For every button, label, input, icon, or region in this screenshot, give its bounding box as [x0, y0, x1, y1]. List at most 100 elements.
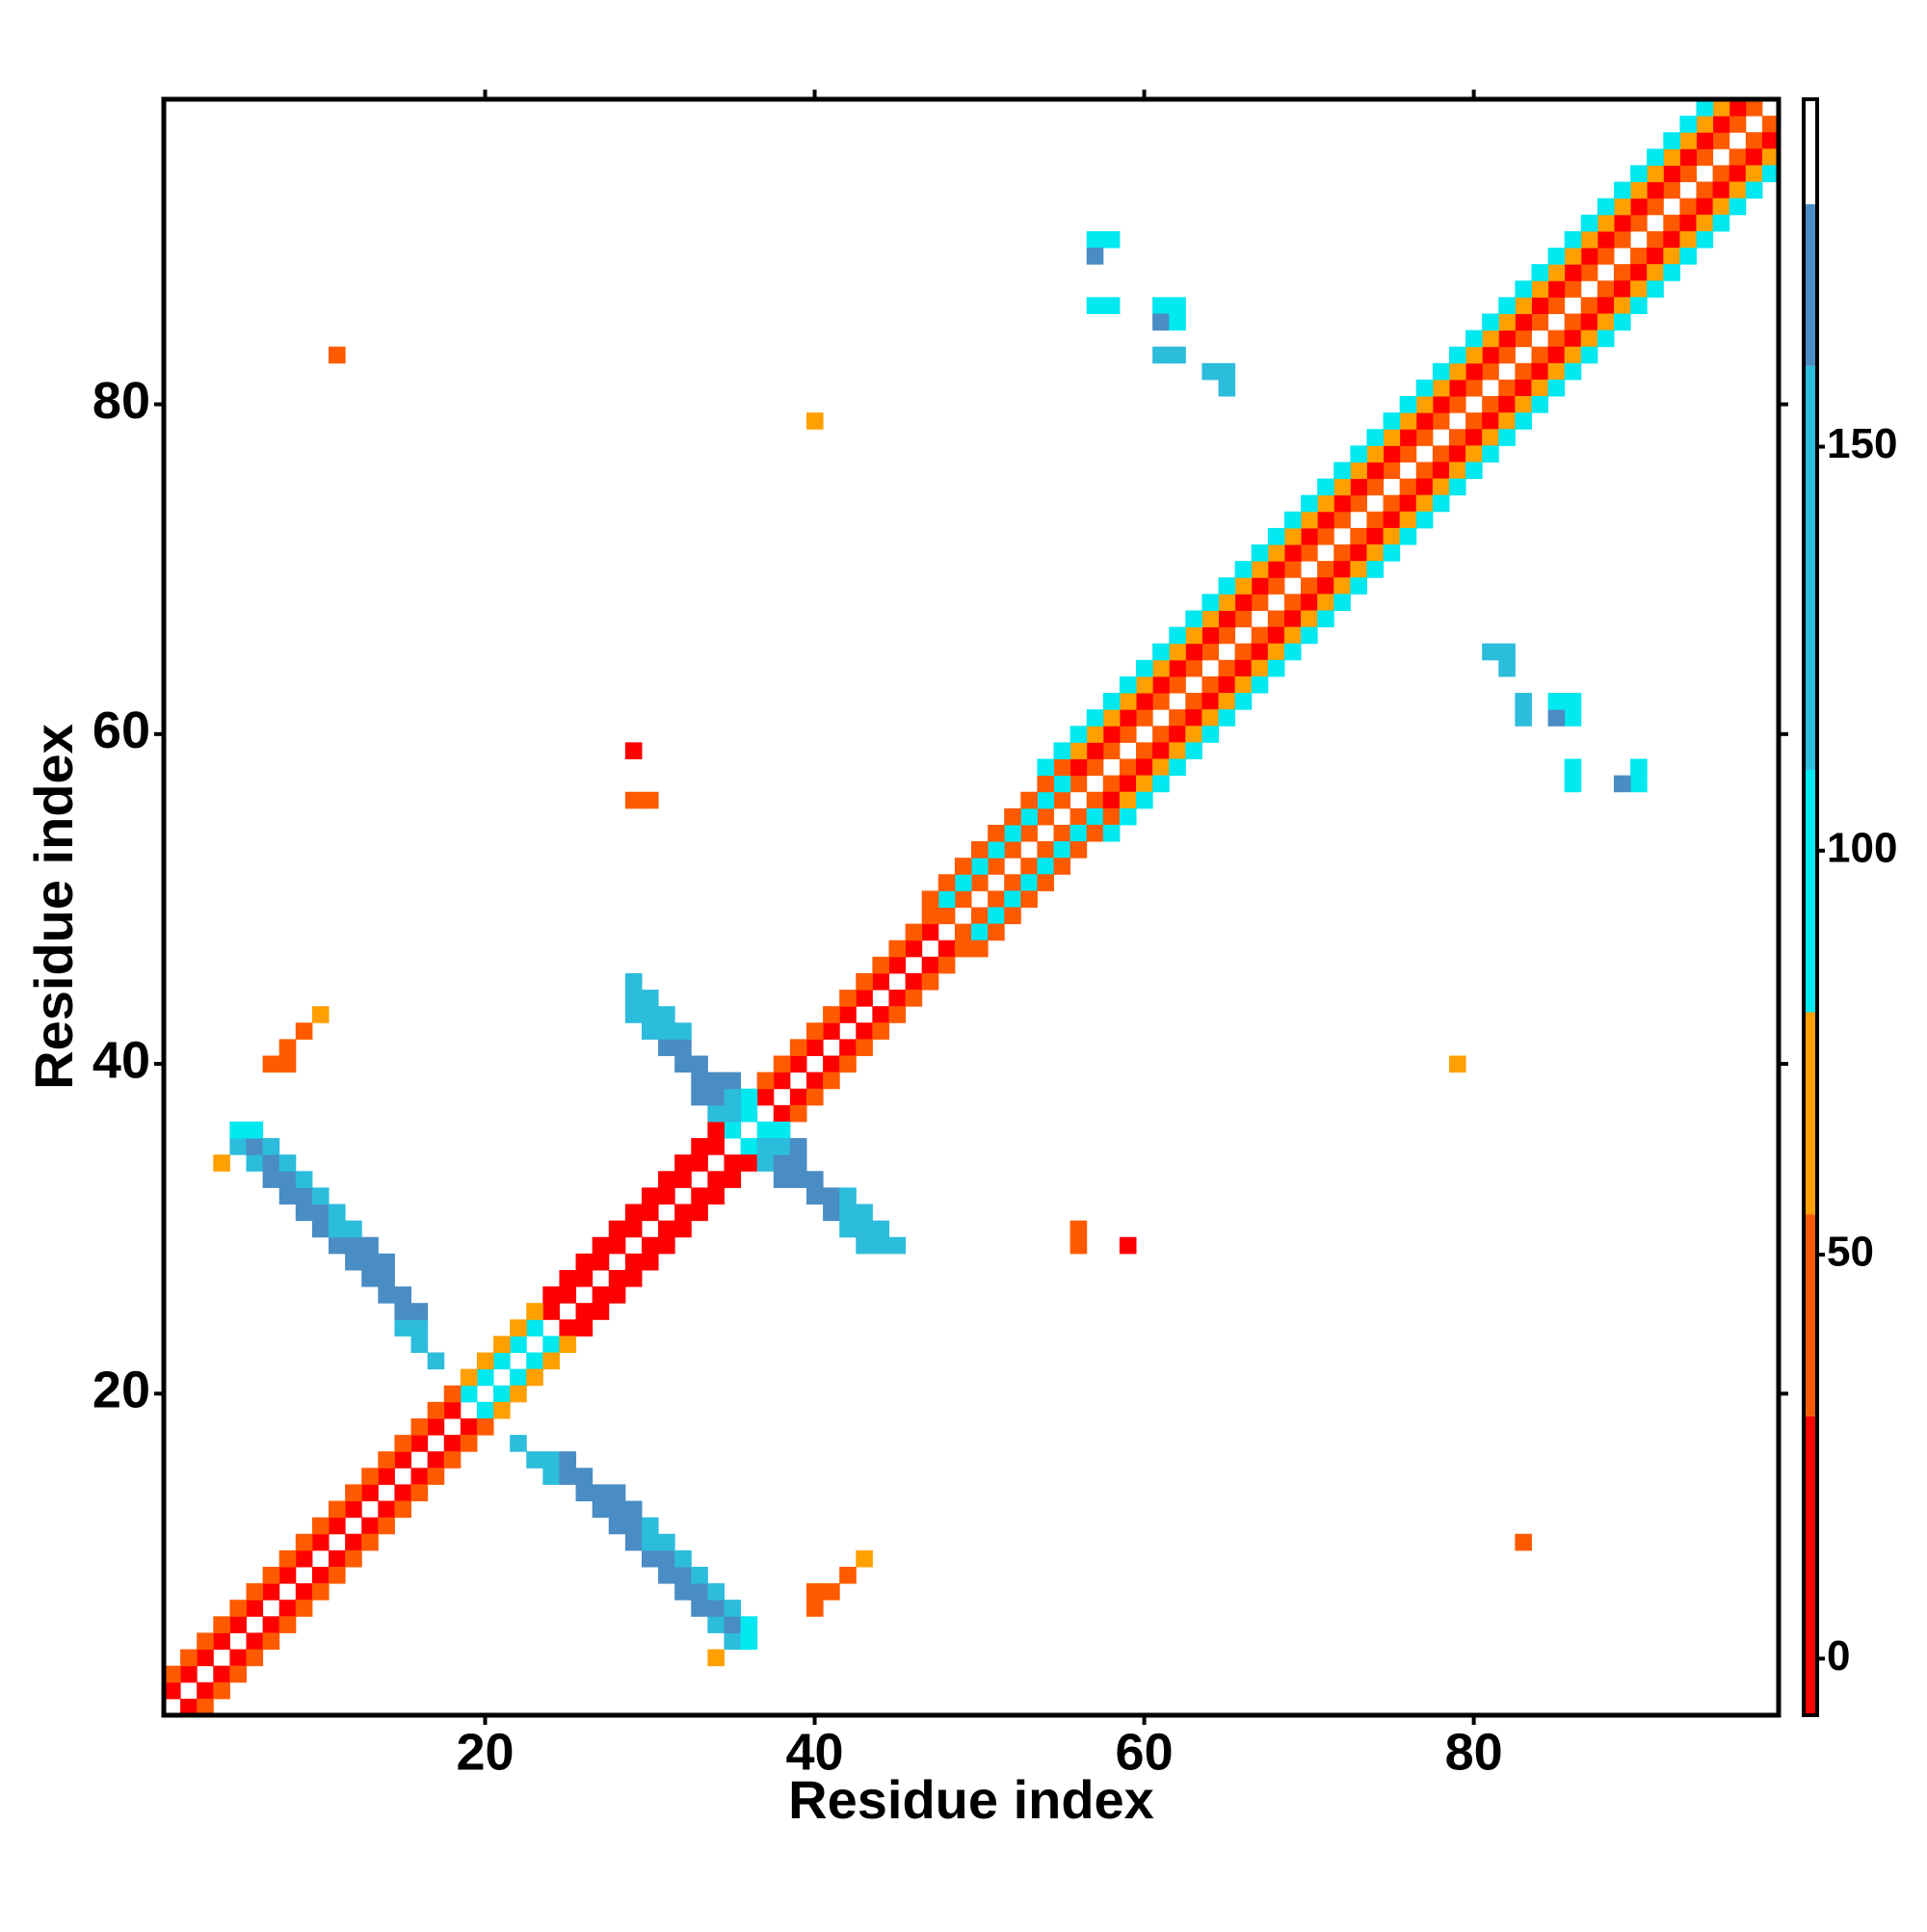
- cell: [1004, 841, 1021, 859]
- cell: [839, 1187, 857, 1205]
- cell: [1531, 362, 1549, 381]
- cell: [1234, 577, 1253, 595]
- cell: [1432, 412, 1450, 430]
- cell: [1515, 396, 1532, 413]
- cell: [1630, 758, 1648, 777]
- cell: [1136, 709, 1153, 727]
- cell: [608, 1484, 626, 1502]
- cell: [229, 1649, 248, 1667]
- cell: [460, 1385, 478, 1403]
- cell: [1515, 1533, 1532, 1551]
- colorbar-segment: [1804, 99, 1817, 205]
- cell: [773, 1171, 791, 1188]
- cell: [658, 1039, 675, 1057]
- cell: [805, 1088, 824, 1106]
- cell: [460, 1368, 478, 1387]
- cell: [361, 1533, 379, 1551]
- cell: [1630, 181, 1648, 199]
- cell: [1432, 462, 1450, 480]
- cell: [1383, 544, 1401, 562]
- cell: [1086, 230, 1104, 249]
- cell: [1663, 132, 1680, 149]
- cell: [476, 1352, 494, 1370]
- cell: [542, 1336, 560, 1354]
- cell: [1119, 775, 1137, 793]
- cell: [378, 1451, 395, 1469]
- cell: [1317, 478, 1334, 496]
- cell: [262, 1566, 280, 1584]
- cell: [1613, 198, 1631, 216]
- cell: [954, 874, 972, 891]
- cell: [1679, 214, 1697, 232]
- cell: [164, 1681, 181, 1700]
- cell: [1647, 248, 1664, 265]
- cell: [1119, 758, 1137, 777]
- cell: [1350, 544, 1367, 562]
- cell: [1679, 116, 1697, 133]
- cell: [740, 1632, 758, 1651]
- cell: [1218, 610, 1236, 628]
- cell: [1301, 626, 1318, 645]
- cell: [1515, 330, 1532, 348]
- cell: [1712, 116, 1730, 133]
- cell: [213, 1154, 230, 1172]
- cell: [707, 1121, 725, 1139]
- cell: [1415, 379, 1434, 397]
- cell: [1234, 659, 1253, 677]
- cell: [246, 1649, 264, 1667]
- cell: [295, 1583, 313, 1601]
- cell: [1119, 726, 1137, 743]
- y-tick-label: 80: [92, 372, 150, 430]
- cell: [1152, 742, 1170, 759]
- cell: [542, 1352, 560, 1370]
- cell: [608, 1220, 626, 1238]
- cell: [1729, 99, 1747, 117]
- cell: [559, 1286, 577, 1304]
- cell: [1102, 709, 1121, 727]
- cell: [575, 1303, 594, 1320]
- cell: [510, 1435, 527, 1452]
- cell: [1498, 412, 1516, 430]
- cell: [674, 1022, 692, 1040]
- cell: [1037, 791, 1055, 809]
- cell: [1613, 181, 1631, 199]
- cell: [213, 1632, 230, 1651]
- cell: [1350, 478, 1367, 496]
- cell: [1482, 429, 1499, 446]
- cell: [789, 1171, 807, 1188]
- cell: [229, 1665, 248, 1683]
- colorbar-segment: [1804, 365, 1817, 770]
- cell: [246, 1154, 264, 1172]
- cell: [658, 1549, 675, 1568]
- cell: [872, 1236, 889, 1255]
- cell: [1663, 230, 1680, 249]
- cell: [1218, 362, 1236, 381]
- cell: [180, 1665, 198, 1683]
- cell: [707, 1600, 725, 1617]
- cell: [1597, 248, 1615, 265]
- cell: [329, 346, 346, 364]
- cell: [493, 1336, 511, 1354]
- cell: [724, 1072, 742, 1090]
- cell: [1301, 594, 1318, 611]
- cell: [1185, 709, 1202, 727]
- cell: [937, 956, 956, 974]
- cell: [1185, 742, 1202, 759]
- cell: [740, 1104, 758, 1123]
- cell: [691, 1583, 708, 1601]
- cell: [624, 742, 643, 759]
- cell: [707, 1072, 725, 1090]
- cell: [1564, 693, 1582, 710]
- cell: [624, 1253, 643, 1271]
- cell: [394, 1319, 412, 1337]
- cell: [262, 1583, 280, 1601]
- cell: [1531, 313, 1549, 331]
- cell: [988, 923, 1005, 941]
- cell: [1515, 297, 1532, 314]
- cell: [937, 940, 956, 958]
- cell: [921, 890, 939, 908]
- cell: [789, 1055, 807, 1073]
- cell: [246, 1121, 264, 1139]
- cell: [1647, 264, 1664, 281]
- cell: [1761, 148, 1780, 166]
